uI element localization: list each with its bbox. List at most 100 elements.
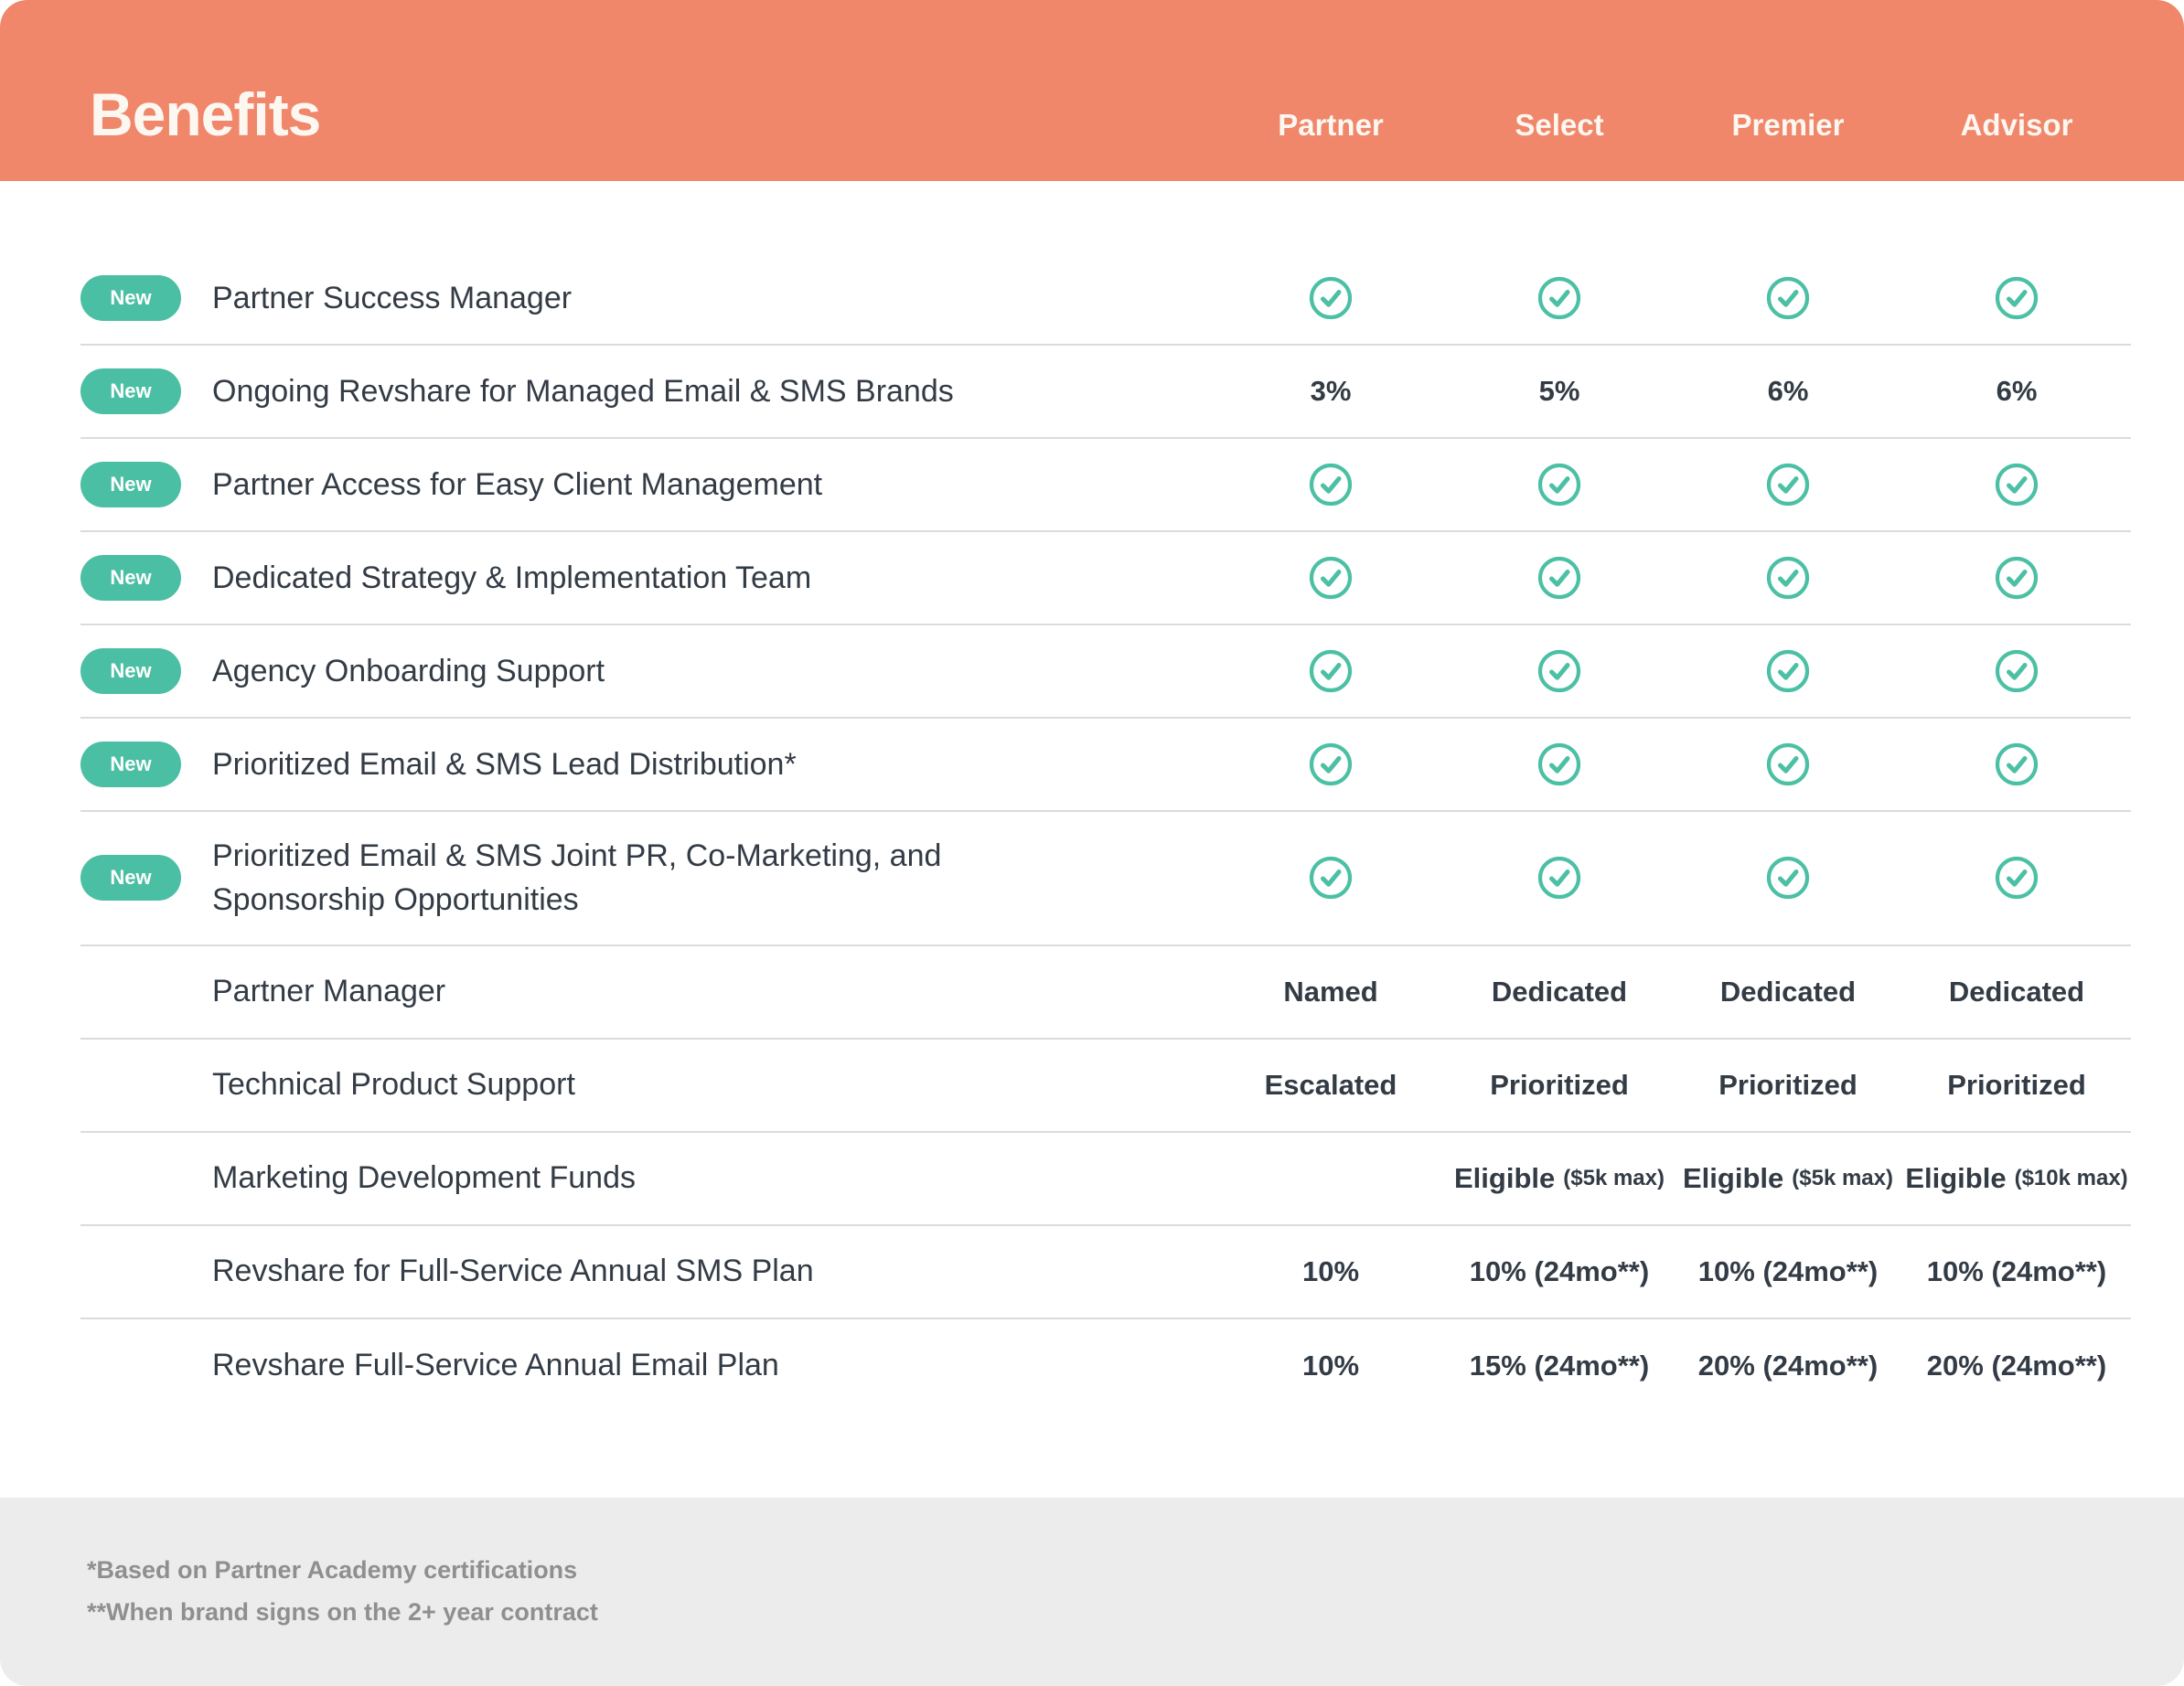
new-badge: New	[80, 648, 181, 694]
column-header-premier: Premier	[1731, 108, 1845, 142]
check-circle-icon	[1766, 276, 1810, 320]
column-header-advisor: Advisor	[1960, 108, 2073, 142]
tier-cell	[1445, 463, 1674, 507]
tier-cell: Dedicated	[1674, 976, 1902, 1008]
benefit-label: Technical Product Support	[212, 1067, 575, 1103]
tier-cell	[1445, 276, 1674, 320]
benefit-label-cell: New Partner Success Manager	[80, 275, 1216, 321]
check-circle-icon	[1766, 556, 1810, 600]
tier-cell: 20% (24mo**)	[1902, 1350, 2131, 1382]
benefit-label-cell: New Marketing Development Funds	[80, 1156, 1216, 1201]
check-circle-icon	[1995, 463, 2039, 507]
benefit-label: Partner Manager	[212, 974, 446, 1009]
check-circle-icon	[1309, 276, 1353, 320]
table-row: New Marketing Development Funds Eligible…	[80, 1133, 2131, 1226]
tier-value: Eligible	[1454, 1161, 1556, 1194]
check-circle-icon	[1309, 649, 1353, 693]
tier-value: 6%	[1996, 375, 2038, 407]
tier-cell: Dedicated	[1902, 976, 2131, 1008]
benefit-label-cell: New Partner Access for Easy Client Manag…	[80, 462, 1216, 507]
check-circle-icon	[1537, 742, 1581, 786]
tier-cell	[1216, 463, 1445, 507]
tier-cell: Dedicated	[1445, 976, 1674, 1008]
tier-cell: Prioritized	[1674, 1069, 1902, 1102]
page-title: Benefits	[90, 80, 321, 148]
tier-value-note: ($5k max)	[1563, 1165, 1665, 1190]
check-circle-icon	[1309, 556, 1353, 600]
table-row: New Technical Product Support Escalated …	[80, 1040, 2131, 1133]
check-circle-icon	[1766, 463, 1810, 507]
tier-value: 10% (24mo**)	[1469, 1254, 1650, 1287]
table-row: New Revshare Full-Service Annual Email P…	[80, 1319, 2131, 1413]
tier-value: 20% (24mo**)	[1697, 1349, 1879, 1382]
new-badge: New	[80, 555, 181, 601]
tier-value: 20% (24mo**)	[1926, 1349, 2107, 1382]
tier-cell	[1216, 649, 1445, 693]
benefit-label: Prioritized Email & SMS Lead Distributio…	[212, 746, 797, 782]
new-badge: New	[80, 742, 181, 787]
check-circle-icon	[1766, 649, 1810, 693]
tier-cell: 10%	[1216, 1255, 1445, 1288]
tier-cell: Escalated	[1216, 1069, 1445, 1102]
tier-cell	[1445, 556, 1674, 600]
tier-cell: 20% (24mo**)	[1674, 1350, 1902, 1382]
tier-cell: Prioritized	[1902, 1069, 2131, 1102]
benefit-label-cell: New Agency Onboarding Support	[80, 648, 1216, 694]
tier-cell: Prioritized	[1445, 1069, 1674, 1102]
check-circle-icon	[1537, 556, 1581, 600]
benefits-table-body: New Partner Success Manager New Ongoing …	[0, 181, 2184, 1498]
benefit-label: Partner Success Manager	[212, 280, 573, 315]
new-badge: New	[80, 368, 181, 414]
tier-cell	[1674, 276, 1902, 320]
check-circle-icon	[1995, 556, 2039, 600]
tier-value: Eligible	[1683, 1161, 1784, 1194]
tier-value: Prioritized	[1490, 1068, 1629, 1101]
tier-cell	[1445, 742, 1674, 786]
benefit-label: Partner Access for Easy Client Managemen…	[212, 466, 823, 502]
tier-value: Named	[1283, 975, 1378, 1008]
tier-cell: 15% (24mo**)	[1445, 1350, 1674, 1382]
footnote-contract: **When brand signs on the 2+ year contra…	[87, 1598, 598, 1626]
tier-cell	[1445, 649, 1674, 693]
tier-value: 15% (24mo**)	[1469, 1349, 1650, 1382]
tier-cell	[1216, 742, 1445, 786]
tier-cell	[1674, 649, 1902, 693]
benefit-label: Prioritized Email & SMS Joint PR, Co-Mar…	[212, 838, 942, 918]
tier-value: 10% (24mo**)	[1926, 1254, 2107, 1287]
tier-value: 10% (24mo**)	[1697, 1254, 1879, 1287]
tier-cell	[1902, 276, 2131, 320]
benefit-label-cell: New Technical Product Support	[80, 1062, 1216, 1108]
tier-cell: 10% (24mo**)	[1445, 1255, 1674, 1288]
table-row: New Partner Access for Easy Client Manag…	[80, 439, 2131, 532]
benefit-label-cell: New Revshare Full-Service Annual Email P…	[80, 1343, 1216, 1389]
check-circle-icon	[1537, 857, 1581, 900]
table-row: New Dedicated Strategy & Implementation …	[80, 532, 2131, 625]
benefit-label: Marketing Development Funds	[212, 1160, 637, 1196]
tier-cell	[1674, 556, 1902, 600]
check-circle-icon	[1995, 742, 2039, 786]
new-badge: New	[80, 462, 181, 507]
benefit-label: Agency Onboarding Support	[212, 653, 605, 688]
footnote-certifications: *Based on Partner Academy certifications	[87, 1556, 578, 1584]
tier-value: Escalated	[1264, 1068, 1397, 1101]
tier-cell	[1902, 856, 2131, 900]
tier-value: 10%	[1301, 1254, 1360, 1287]
check-circle-icon	[1995, 276, 2039, 320]
tier-value-note: ($5k max)	[1792, 1165, 1893, 1190]
tier-value: Dedicated	[1719, 975, 1857, 1008]
benefit-label: Revshare for Full-Service Annual SMS Pla…	[212, 1254, 814, 1289]
benefit-label-cell: New Ongoing Revshare for Managed Email &…	[80, 368, 1216, 414]
tier-cell	[1674, 856, 1902, 900]
benefit-label-cell: New Dedicated Strategy & Implementation …	[80, 555, 1216, 601]
benefit-label: Ongoing Revshare for Managed Email & SMS…	[212, 373, 954, 409]
tier-value: 5%	[1538, 375, 1580, 407]
tier-cell	[1902, 742, 2131, 786]
new-badge: New	[80, 855, 181, 902]
check-circle-icon	[1766, 742, 1810, 786]
tier-cell: 3%	[1216, 375, 1445, 408]
check-circle-icon	[1537, 276, 1581, 320]
tier-cell: 10% (24mo**)	[1674, 1255, 1902, 1288]
tier-cell	[1902, 649, 2131, 693]
tier-cell	[1216, 276, 1445, 320]
